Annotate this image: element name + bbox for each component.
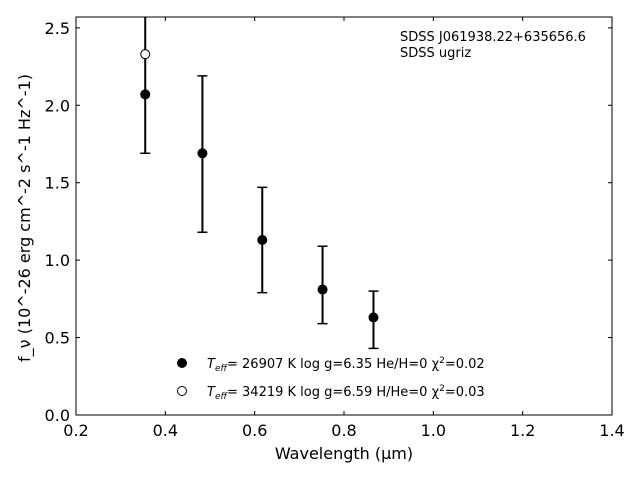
data-point-filled (317, 284, 328, 295)
x-axis-ticks: 0.2 0.4 0.6 0.8 1.0 1.2 1.4 (63, 17, 625, 440)
x-tick-label: 0.2 (63, 421, 88, 440)
data-point-open (140, 49, 151, 60)
data-point-filled (368, 312, 379, 323)
legend-label: Teff= 26907 K log g=6.35 He/H=0 χ2=0.02 (207, 356, 485, 374)
y-tick-label: 2.5 (45, 19, 70, 38)
y-tick-label: 1.5 (45, 174, 70, 193)
plot-frame (75, 16, 613, 416)
y-axis-label: f_ν (10^-26 erg cm^-2 s^-1 Hz^-1) (15, 74, 35, 362)
legend-marker-open (177, 386, 187, 396)
annotation-line: SDSS J061938.22+635656.6 (400, 30, 586, 45)
y-tick-label: 1.0 (45, 251, 70, 270)
y-axis-ticks: 0.0 0.5 1.0 1.5 2.0 2.5 (45, 19, 612, 425)
x-tick-label: 1.4 (599, 421, 624, 440)
data-points (140, 49, 379, 323)
legend-marker-filled (177, 358, 187, 368)
y-tick-label: 0.0 (45, 406, 70, 425)
x-tick-label: 0.6 (242, 421, 267, 440)
data-point-filled (140, 89, 151, 100)
data-point-filled (197, 148, 208, 159)
legend-label: Teff= 34219 K log g=6.59 H/He=0 χ2=0.03 (207, 384, 485, 402)
error-bars (140, 17, 379, 350)
x-axis-label: Wavelength (μm) (275, 444, 413, 463)
x-tick-label: 0.4 (153, 421, 178, 440)
data-point-filled (257, 235, 268, 246)
x-tick-label: 0.8 (331, 421, 356, 440)
y-tick-label: 2.0 (45, 96, 70, 115)
x-tick-label: 1.2 (510, 421, 535, 440)
x-tick-label: 1.0 (421, 421, 446, 440)
y-tick-label: 0.5 (45, 329, 70, 348)
legend: Teff= 26907 K log g=6.35 He/H=0 χ2=0.02 T… (177, 356, 485, 402)
annotation-line: SDSS ugriz (400, 46, 471, 61)
